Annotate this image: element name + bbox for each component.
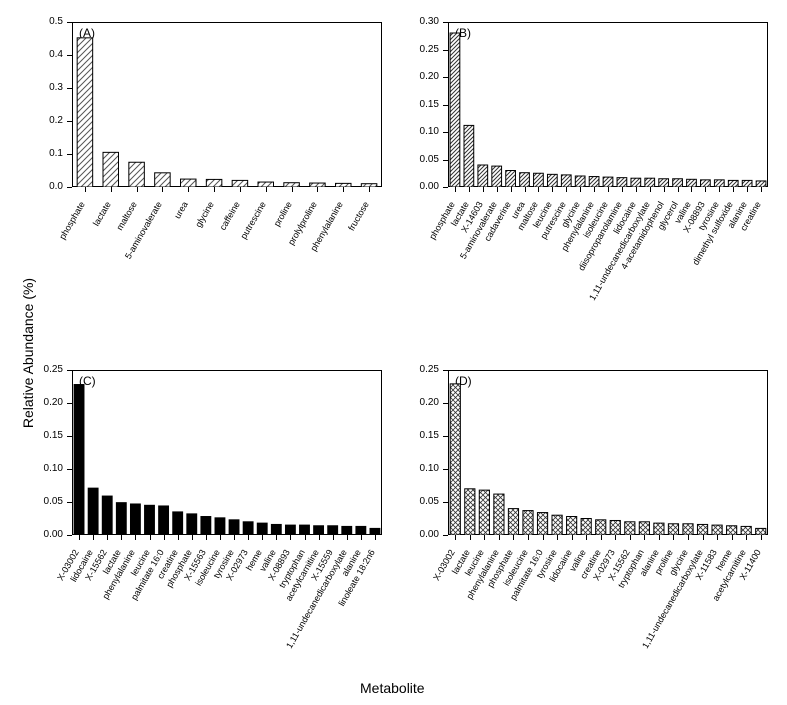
bar [756, 528, 766, 535]
xtick [659, 535, 660, 540]
bar [727, 526, 737, 535]
xtick [528, 535, 529, 540]
xtick [717, 535, 718, 540]
figure: Relative Abundance (%) Metabolite (A)0.0… [0, 0, 787, 705]
xtick [513, 535, 514, 540]
bar [567, 517, 577, 535]
xtick [615, 535, 616, 540]
xtick [484, 535, 485, 540]
bar [697, 524, 707, 535]
xtick [732, 535, 733, 540]
bar [479, 490, 489, 535]
bar [552, 515, 562, 535]
bar [537, 513, 547, 535]
ytick-label: 0.15 [411, 431, 439, 441]
bar [741, 526, 751, 535]
xtick [499, 535, 500, 540]
panel-D: (D)0.000.050.100.150.200.25X-03002lactat… [0, 0, 787, 705]
bar [494, 494, 504, 535]
ytick [443, 535, 448, 536]
bar [683, 524, 693, 535]
bars-svg-D [448, 370, 768, 535]
xtick [572, 535, 573, 540]
bar [639, 522, 649, 535]
bar [581, 519, 591, 536]
ytick-label: 0.10 [411, 464, 439, 474]
bar [523, 511, 533, 535]
xtick [746, 535, 747, 540]
xtick [688, 535, 689, 540]
bar [654, 523, 664, 535]
bar [508, 509, 518, 535]
bar [450, 384, 460, 535]
xtick [601, 535, 602, 540]
ytick-label: 0.00 [411, 530, 439, 540]
bar [596, 520, 606, 535]
xtick [761, 535, 762, 540]
xtick [644, 535, 645, 540]
ytick-label: 0.25 [411, 365, 439, 375]
ytick-label: 0.20 [411, 398, 439, 408]
xtick [543, 535, 544, 540]
xtick [673, 535, 674, 540]
bar [625, 522, 635, 535]
xtick [630, 535, 631, 540]
bar [465, 489, 475, 535]
bar [668, 524, 678, 535]
bar [610, 520, 620, 535]
xtick [586, 535, 587, 540]
xtick [703, 535, 704, 540]
xtick [557, 535, 558, 540]
xtick [455, 535, 456, 540]
xtick [470, 535, 471, 540]
ytick-label: 0.05 [411, 497, 439, 507]
bar [712, 525, 722, 535]
